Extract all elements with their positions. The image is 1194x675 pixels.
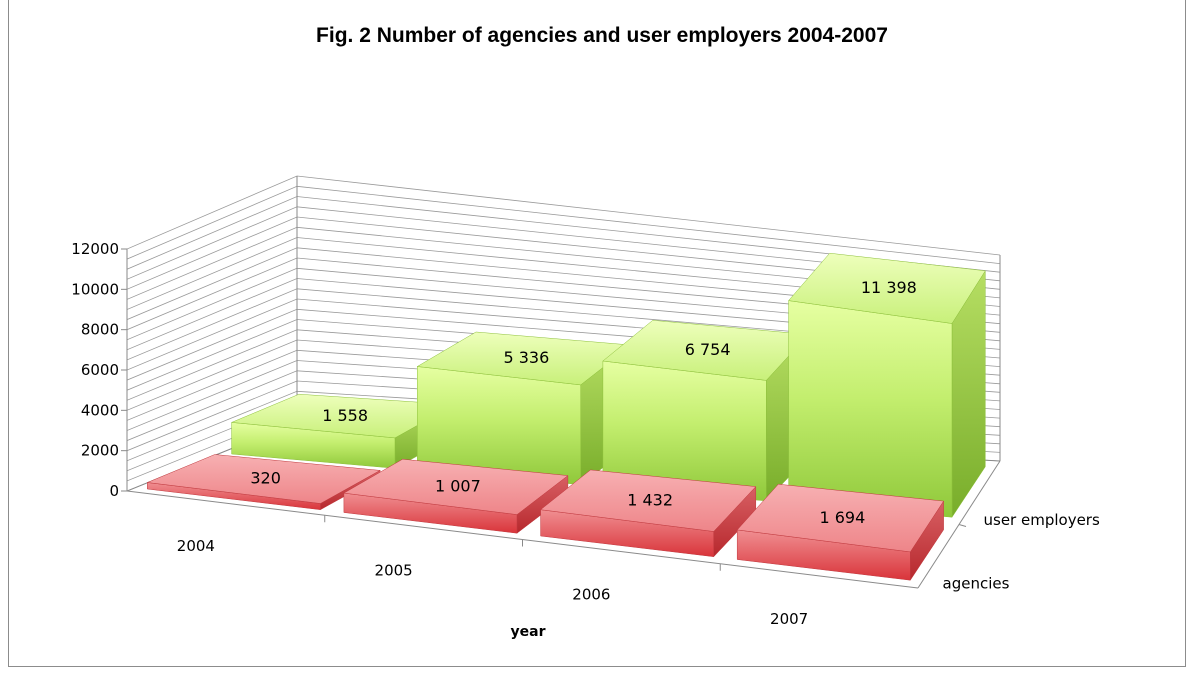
series-axis-label: agencies <box>943 574 1010 592</box>
data-label: 5 336 <box>503 348 549 367</box>
bar-top-face <box>539 469 757 532</box>
bar-user-employers-2004: 1 558 <box>231 393 456 469</box>
bar-front-face <box>788 300 953 518</box>
y-tick-label: 2000 <box>81 442 119 460</box>
x-axis: 2004 2005 2006 2007 <box>177 515 808 628</box>
series-axis-label: user employers <box>984 511 1100 529</box>
series-tick-mark <box>958 524 967 527</box>
x-tick-label: 2006 <box>572 586 610 604</box>
bar-agencies-2007: 1 694 <box>736 483 945 582</box>
bar-top-face <box>146 454 381 504</box>
bar-agencies-2004: 320 <box>146 454 381 511</box>
data-label: 1 558 <box>322 406 368 425</box>
series-axis: agencies user employers <box>943 511 1100 593</box>
bar-top-face <box>788 252 986 324</box>
data-label: 1 694 <box>819 508 865 527</box>
x-tick-label: 2007 <box>770 610 808 628</box>
data-label: 320 <box>250 469 281 488</box>
y-tick-label: 8000 <box>81 321 119 339</box>
y-tick-label: 0 <box>109 482 119 500</box>
bars: 1 558 5 336 6 754 11 398 320 1 007 1 432 1 694 <box>146 252 986 582</box>
data-label: 1 432 <box>627 490 673 509</box>
chart-title: Fig. 2 Number of agencies and user emplo… <box>316 24 888 47</box>
x-tick-label: 2004 <box>177 537 215 555</box>
bar-user-employers-2006: 6 754 <box>602 320 809 502</box>
bar-top-face <box>736 483 945 553</box>
y-tick-label: 4000 <box>81 401 119 419</box>
x-axis-title: year <box>511 624 546 640</box>
x-tick-label: 2005 <box>375 561 413 579</box>
data-label: 6 754 <box>685 340 731 359</box>
y-tick-label: 10000 <box>71 280 119 298</box>
y-tick-label: 12000 <box>71 240 119 258</box>
bar-user-employers-2005: 5 336 <box>416 331 633 486</box>
bar-user-employers-2007: 11 398 <box>788 252 986 519</box>
bar-agencies-2006: 1 432 <box>539 469 757 558</box>
data-label: 11 398 <box>861 278 917 297</box>
bar-agencies-2005: 1 007 <box>343 458 569 534</box>
data-label: 1 007 <box>435 477 481 496</box>
bar-top-face <box>343 458 569 515</box>
y-tick-label: 6000 <box>81 361 119 379</box>
y-axis: 0 2000 4000 6000 8000 10000 12000 <box>71 240 127 500</box>
